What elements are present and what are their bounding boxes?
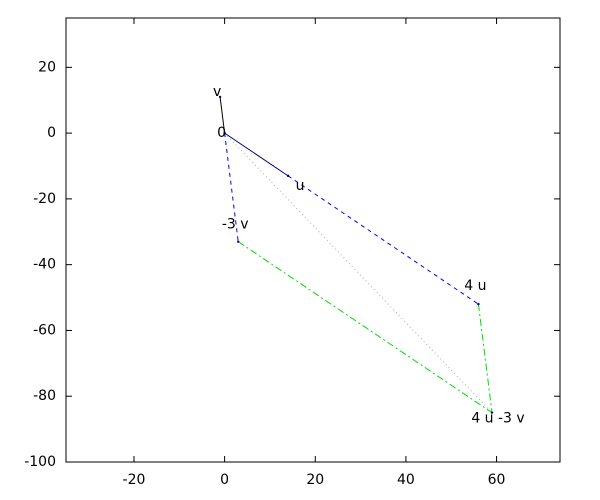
y-tick-label: -100: [24, 454, 56, 470]
x-tick-label: -20: [123, 472, 146, 488]
vector-segment: [224, 132, 289, 177]
x-tick-label: 60: [488, 472, 506, 488]
x-tick-label: 40: [397, 472, 415, 488]
y-tick-label: -80: [33, 388, 56, 404]
vector-segment: [237, 241, 493, 414]
point: [490, 411, 494, 414]
point: [223, 131, 226, 135]
point: [286, 174, 290, 178]
point-label: 4 u: [464, 278, 486, 294]
point: [237, 240, 240, 243]
point: [477, 302, 480, 306]
vector-segment: [287, 175, 479, 305]
vector-segment: [224, 132, 493, 414]
y-tick-label: -20: [33, 191, 56, 207]
y-tick-label: -60: [33, 322, 56, 338]
y-tick-label: 20: [38, 59, 56, 75]
vector-segment: [224, 133, 239, 242]
point-label: v: [213, 84, 221, 100]
y-tick-label: 0: [47, 125, 56, 141]
x-tick-label: 0: [220, 472, 229, 488]
y-tick-label: -40: [33, 257, 56, 273]
point-label: u: [296, 178, 305, 194]
point-label: 4 u -3 v: [471, 411, 524, 427]
point-label: -3 v: [222, 217, 249, 233]
vector-segment: [477, 304, 493, 413]
x-tick-label: 20: [306, 472, 324, 488]
plot-frame: [65, 17, 561, 463]
point: [218, 95, 222, 99]
vector-segment: [219, 96, 226, 134]
point-label: 0: [217, 125, 226, 141]
